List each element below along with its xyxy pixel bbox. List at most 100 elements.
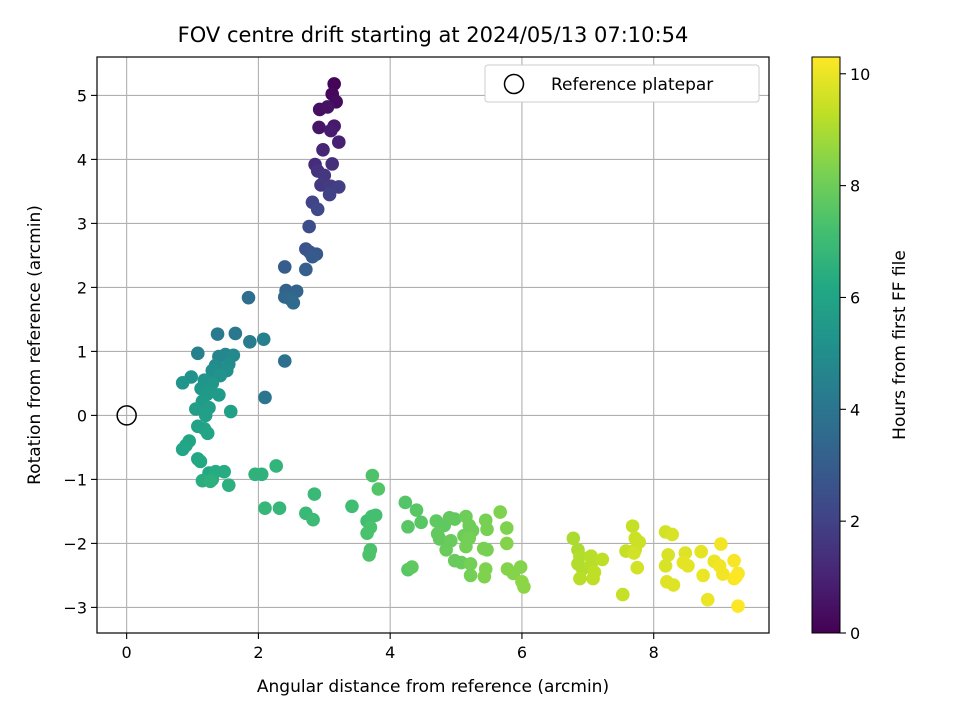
y-tick-label: 1 [77, 342, 87, 361]
x-tick-label: 8 [649, 643, 659, 662]
legend-label-reference-platepar: Reference platepar [551, 75, 713, 95]
colorbar: 0 2 4 6 8 10 Hours from first FF file [811, 56, 910, 643]
data-point [517, 580, 531, 594]
reference-platepar-marker [116, 405, 137, 426]
plot-area [96, 56, 770, 634]
data-point [175, 375, 190, 390]
data-point [269, 459, 284, 473]
data-point [405, 560, 419, 574]
legend-open-circle-marker [503, 73, 525, 95]
chart-title: FOV centre drift starting at 2024/05/13 … [178, 23, 689, 47]
data-point [331, 180, 346, 194]
data-point [661, 548, 675, 562]
y-tick-label: −2 [63, 534, 87, 553]
data-point [277, 260, 292, 274]
data-point [200, 426, 215, 441]
data-point [480, 543, 494, 557]
data-point [499, 536, 514, 551]
y-tick-label: 5 [77, 86, 87, 105]
data-point [432, 532, 447, 546]
data-point [210, 327, 225, 341]
data-point [203, 474, 218, 489]
data-point [459, 539, 473, 554]
data-point [700, 592, 715, 607]
data-point [439, 543, 453, 557]
data-point [499, 521, 514, 535]
x-tick-label: 6 [517, 643, 527, 662]
data-point [360, 526, 374, 540]
colorbar-tick-label: 10 [850, 65, 870, 84]
data-point [595, 552, 610, 567]
data-point [447, 512, 462, 526]
y-tick-label: −1 [63, 470, 87, 489]
data-point [306, 512, 320, 527]
data-point [314, 178, 328, 192]
data-point [625, 519, 640, 533]
data-point [193, 454, 208, 469]
data-point [198, 408, 213, 423]
data-point [322, 187, 337, 202]
data-point [217, 464, 231, 479]
y-tick-label: 4 [77, 150, 87, 169]
data-point [731, 599, 745, 613]
x-tick-label: 4 [385, 643, 395, 662]
colorbar-ticks: 0 2 4 6 8 10 [840, 65, 870, 643]
data-point [658, 559, 673, 573]
data-point [586, 571, 600, 586]
data-point [727, 553, 741, 568]
data-point [463, 557, 478, 571]
colorbar-label: Hours from first FF file [890, 250, 910, 440]
data-point [681, 559, 695, 573]
legend-box [484, 64, 760, 103]
colorbar-tick-label: 0 [850, 624, 860, 643]
data-point [694, 544, 708, 559]
data-point [493, 505, 508, 519]
data-point [310, 202, 325, 217]
data-point [316, 143, 330, 157]
data-point [256, 332, 271, 347]
x-axis-label: Angular distance from reference (arcmin) [257, 677, 609, 697]
data-point [258, 501, 272, 515]
data-point [241, 290, 256, 305]
colorbar-tick-label: 4 [850, 400, 860, 419]
data-point [302, 219, 316, 234]
data-point [714, 537, 728, 551]
data-point [398, 495, 413, 510]
plot-background [97, 57, 769, 633]
x-tick-label: 2 [253, 643, 263, 662]
data-point [175, 442, 190, 457]
data-point [258, 390, 272, 405]
data-point [228, 326, 243, 341]
data-point [480, 522, 494, 537]
data-point [324, 123, 338, 138]
x-axis-ticks: 0 2 4 6 8 [122, 633, 659, 662]
data-point [305, 249, 320, 264]
y-tick-label: 3 [77, 214, 87, 233]
x-tick-label: 0 [122, 643, 132, 662]
data-point [191, 346, 205, 361]
plot-frame [96, 56, 770, 634]
data-point [665, 527, 679, 542]
data-point [189, 402, 203, 416]
data-point [401, 519, 415, 534]
y-tick-label: 2 [77, 278, 87, 297]
data-point [477, 569, 492, 584]
data-point [627, 546, 641, 560]
colorbar-tick-label: 2 [850, 512, 860, 531]
data-point [365, 468, 380, 483]
data-point [409, 503, 424, 517]
data-point [325, 157, 340, 171]
data-point [716, 567, 730, 581]
data-point [573, 571, 587, 586]
y-axis-ticks: −3 −2 −1 0 1 2 3 4 5 [63, 86, 97, 617]
data-point [513, 560, 528, 574]
data-point [696, 568, 710, 583]
data-point [272, 501, 287, 515]
data-point [299, 262, 313, 277]
colorbar-gradient [811, 56, 841, 634]
data-points [175, 77, 745, 613]
colorbar-tick-label: 8 [850, 177, 860, 196]
data-point [286, 295, 301, 310]
data-point [243, 335, 257, 349]
